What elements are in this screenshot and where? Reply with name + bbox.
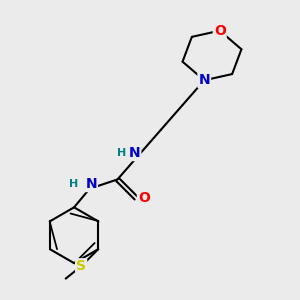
Text: H: H — [118, 148, 127, 158]
Text: H: H — [69, 179, 79, 189]
Text: N: N — [198, 73, 210, 87]
Text: O: O — [138, 191, 150, 205]
Text: N: N — [85, 177, 97, 191]
Text: S: S — [76, 259, 86, 273]
Text: N: N — [129, 146, 140, 160]
Text: O: O — [214, 24, 226, 38]
